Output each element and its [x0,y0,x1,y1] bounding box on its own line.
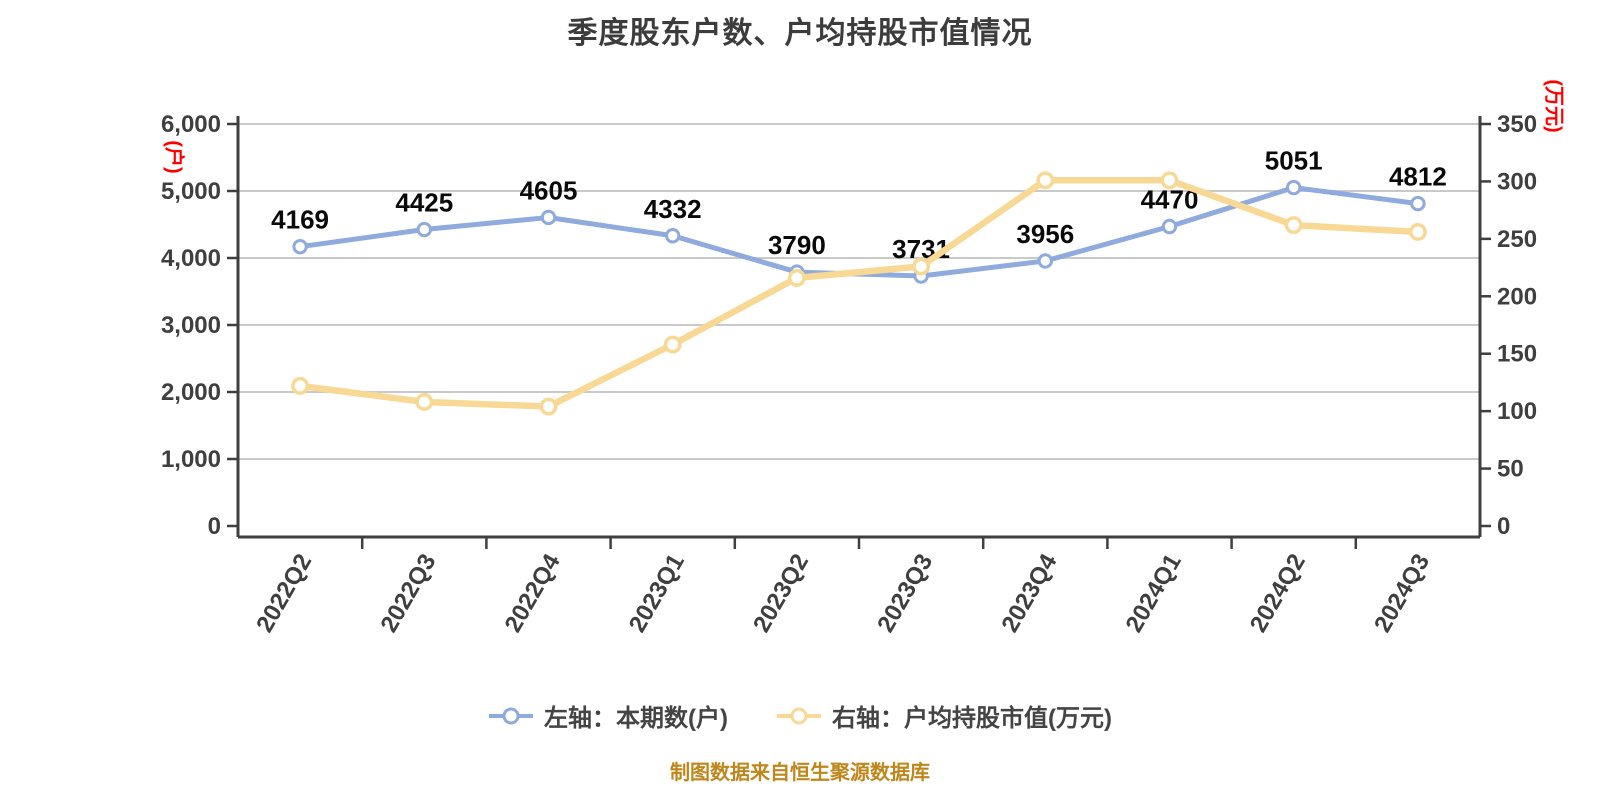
data-point-marker [416,221,432,238]
left-axis-tick-label: 1,000 [161,446,221,473]
data-point-marker [787,268,806,287]
data-point-label: 4169 [271,205,329,235]
data-point-marker [1160,171,1179,190]
x-axis-label: 2023Q2 [748,550,814,637]
left-axis-unit-label: (户) [162,140,185,174]
x-axis-label: 2023Q3 [872,550,938,637]
left-axis-tick-label: 3,000 [161,312,221,339]
data-point-marker [415,393,434,411]
blue-series-line [297,185,1421,279]
data-point-marker [1286,179,1302,196]
data-point-marker [663,335,682,354]
data-point-label: 4332 [644,194,702,224]
left-axis-tick-label: 6,000 [161,111,221,138]
data-point-marker [912,257,931,276]
data-point-marker [665,228,681,244]
right-axis-tick-label: 200 [1497,283,1537,310]
x-axis-label: 2024Q1 [1121,550,1187,637]
data-point-marker [1410,195,1426,212]
data-point-marker [1161,218,1178,235]
right-axis-tick-label: 250 [1497,226,1537,253]
data-source-note: 制图数据来自恒生聚源数据库 [670,762,930,784]
yellow-series-line [296,177,1422,410]
x-axis-label: 2024Q2 [1245,550,1311,637]
data-point-label: 3956 [1016,219,1074,249]
right-axis-tick-label: 50 [1497,456,1524,483]
data-point-marker [539,397,558,416]
right-axis-tick-label: 100 [1497,398,1537,425]
x-axis-label: 2024Q3 [1369,550,1435,637]
right-axis-tick-label: 150 [1497,341,1537,368]
x-axis-label: 2022Q4 [500,549,566,637]
data-point-label: 4812 [1389,162,1447,192]
right-axis-tick-label: 0 [1497,513,1510,540]
right-axis-tick-label: 350 [1497,111,1537,138]
x-axis-label: 2022Q2 [251,550,317,637]
left-axis-tick-label: 5,000 [161,178,221,205]
legend-label-left-axis: 左轴：本期数(户) [544,705,728,732]
yellow-line-marker-icon [777,707,821,724]
left-axis-tick-label: 2,000 [161,379,221,406]
data-point-marker [1037,253,1054,269]
chart-title: 季度股东户数、户均持股市值情况 [567,17,1033,50]
left-axis-tick-label: 0 [208,513,221,540]
data-point-label: 4425 [395,188,453,218]
x-axis-label: 2023Q1 [624,550,690,637]
left-axis-tick-label: 4,000 [161,245,221,272]
x-axis-label: 2023Q4 [996,549,1062,637]
data-point-label: 4605 [520,175,578,205]
legend: 左轴：本期数(户) 右轴：户均持股市值(万元) [0,698,1600,733]
data-point-marker [1036,171,1055,190]
legend-item-shareholder-count[interactable]: 左轴：本期数(户) [488,698,728,733]
blue-line-marker-icon [489,707,534,724]
legend-label-right-axis: 右轴：户均持股市值(万元) [832,705,1112,732]
x-axis-label: 2022Q3 [375,550,441,637]
legend-item-avg-holding-value[interactable]: 右轴：户均持股市值(万元) [776,698,1112,733]
data-point-marker [1284,216,1303,235]
data-point-marker [291,376,310,395]
data-point-marker [540,209,557,226]
data-point-label: 5051 [1265,146,1323,176]
right-axis-tick-label: 300 [1497,168,1537,195]
data-point-marker [292,238,308,255]
right-axis-unit-label: (万元) [1542,79,1565,133]
data-point-label: 3790 [768,230,826,260]
data-point-marker [1408,223,1427,241]
